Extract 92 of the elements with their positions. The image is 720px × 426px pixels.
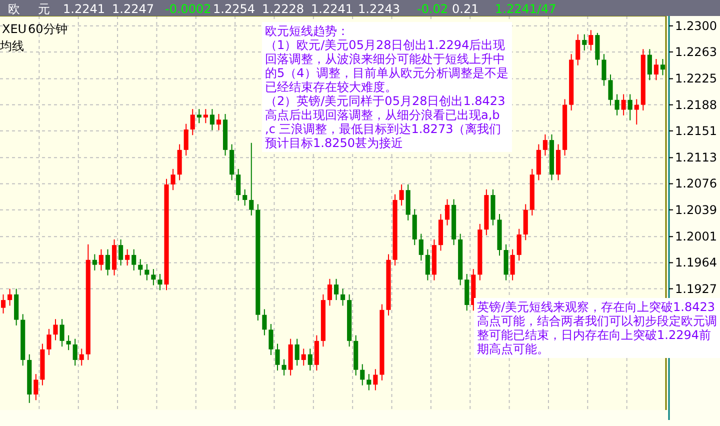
annotation: 欧元短线趋势： — [265, 24, 350, 38]
candlestick — [628, 94, 632, 121]
candlestick — [268, 324, 274, 356]
candlestick — [327, 278, 332, 306]
candlestick — [588, 30, 594, 52]
candlestick — [602, 54, 606, 86]
candlestick — [66, 334, 71, 351]
candlestick — [262, 308, 267, 336]
candlestick — [98, 248, 104, 271]
candlestick — [614, 94, 620, 116]
candlestick — [418, 233, 424, 262]
annotation: 均线 — [0, 39, 24, 53]
text: 1.2241 — [311, 2, 353, 16]
candlestick — [242, 188, 248, 206]
candlestick — [334, 278, 339, 301]
y-tick-label: 1.2001 — [675, 230, 717, 244]
y-tick-label: 1.2225 — [675, 72, 717, 86]
candlestick — [118, 238, 124, 266]
candlestick — [282, 358, 286, 376]
text: 元 — [38, 2, 50, 16]
candlestick — [660, 58, 666, 76]
candlestick — [53, 318, 58, 341]
candlestick — [510, 248, 515, 281]
text: 欧 — [8, 2, 20, 16]
candlestick — [516, 228, 522, 262]
candlestick — [275, 343, 280, 372]
text: 1.2243 — [358, 2, 400, 16]
candlestick — [0, 294, 6, 314]
annotation: XEU — [2, 22, 27, 36]
candlestick — [138, 258, 143, 276]
candlestick — [634, 98, 639, 126]
candlestick — [158, 273, 162, 291]
y-tick-label: 1.2151 — [675, 124, 717, 138]
candlestick — [542, 134, 548, 156]
candlestick — [366, 374, 372, 391]
annotation: 英镑/美元短线来观察，存在向上突破1.8423高点可能，结合两者我们可以初步段定欧元调整可能已结束，日内存在向上突破1.2294前期高点可能。 — [477, 300, 717, 356]
candlestick — [608, 74, 613, 106]
candlestick — [196, 108, 202, 124]
y-tick-label: 1.2039 — [675, 202, 717, 217]
candlestick — [8, 288, 12, 306]
candlestick — [340, 288, 346, 306]
candlestick — [236, 168, 241, 202]
candlestick — [34, 374, 38, 401]
text: -0.02 — [417, 2, 448, 16]
candlestick — [60, 318, 64, 348]
candlestick — [151, 268, 156, 286]
text: 1.2241 — [63, 2, 105, 16]
candlestick — [308, 348, 312, 372]
candlestick — [399, 184, 404, 206]
candlestick — [360, 364, 365, 386]
candlestick — [203, 108, 208, 124]
y-tick-label: 1.2076 — [675, 176, 717, 191]
candlestick — [72, 338, 78, 366]
candlestick — [46, 328, 52, 356]
y-tick-label: 1.1927 — [675, 282, 717, 296]
text: 1.2247 — [112, 2, 154, 16]
candlestick — [294, 338, 300, 366]
candlestick — [105, 248, 110, 276]
annotation: 60分钟 — [28, 22, 68, 36]
candlestick — [301, 348, 306, 366]
candlestick — [444, 198, 450, 226]
text: 1.2241/47 — [495, 2, 556, 16]
y-tick-label: 1.2188 — [675, 98, 717, 112]
candlestick — [170, 168, 176, 191]
candlestick — [654, 58, 658, 81]
candlestick — [425, 248, 430, 281]
candlestick — [582, 34, 587, 52]
text: 1.2254 — [213, 2, 255, 16]
candlestick — [314, 334, 319, 372]
candlestick — [190, 108, 195, 136]
candlestick — [576, 34, 580, 66]
annotation: （1）欧元/美元05月28日创出1.2294后出现回落调整，从波浪来细分可能处于短线上升中的5（4）调整，目前单从欧元分析调整是不是已经结束存在较大难度。 — [265, 38, 509, 94]
candlestick — [144, 264, 150, 281]
y-tick-label: 1.2113 — [675, 150, 717, 165]
candlestick — [125, 248, 130, 266]
candlestick — [132, 248, 136, 271]
candlestick — [184, 123, 188, 156]
text: 0.21 — [452, 2, 479, 16]
candlestick — [621, 94, 626, 116]
y-tick-label: 1.1964 — [675, 256, 717, 270]
annotation: （2）英镑/美元同样于05月28日创出1.8423高点后出现回落调整，从细分浪看已出现a,b ,c 三浪调整，最低目标到达1.8273（离我们预计目标1.8250甚为接近 — [265, 94, 506, 150]
text: -0.0002 — [165, 2, 212, 16]
candlestick — [92, 254, 97, 271]
candlestick — [79, 348, 84, 366]
candlestick — [216, 113, 222, 131]
text: 1.2228 — [262, 2, 304, 16]
candlestick — [249, 142, 254, 216]
candlestick — [647, 48, 652, 81]
candlestick — [210, 108, 214, 131]
candlestick — [373, 368, 378, 391]
y-tick-label: 1.2263 — [675, 44, 717, 59]
y-tick-label: 1.2300 — [675, 18, 717, 33]
